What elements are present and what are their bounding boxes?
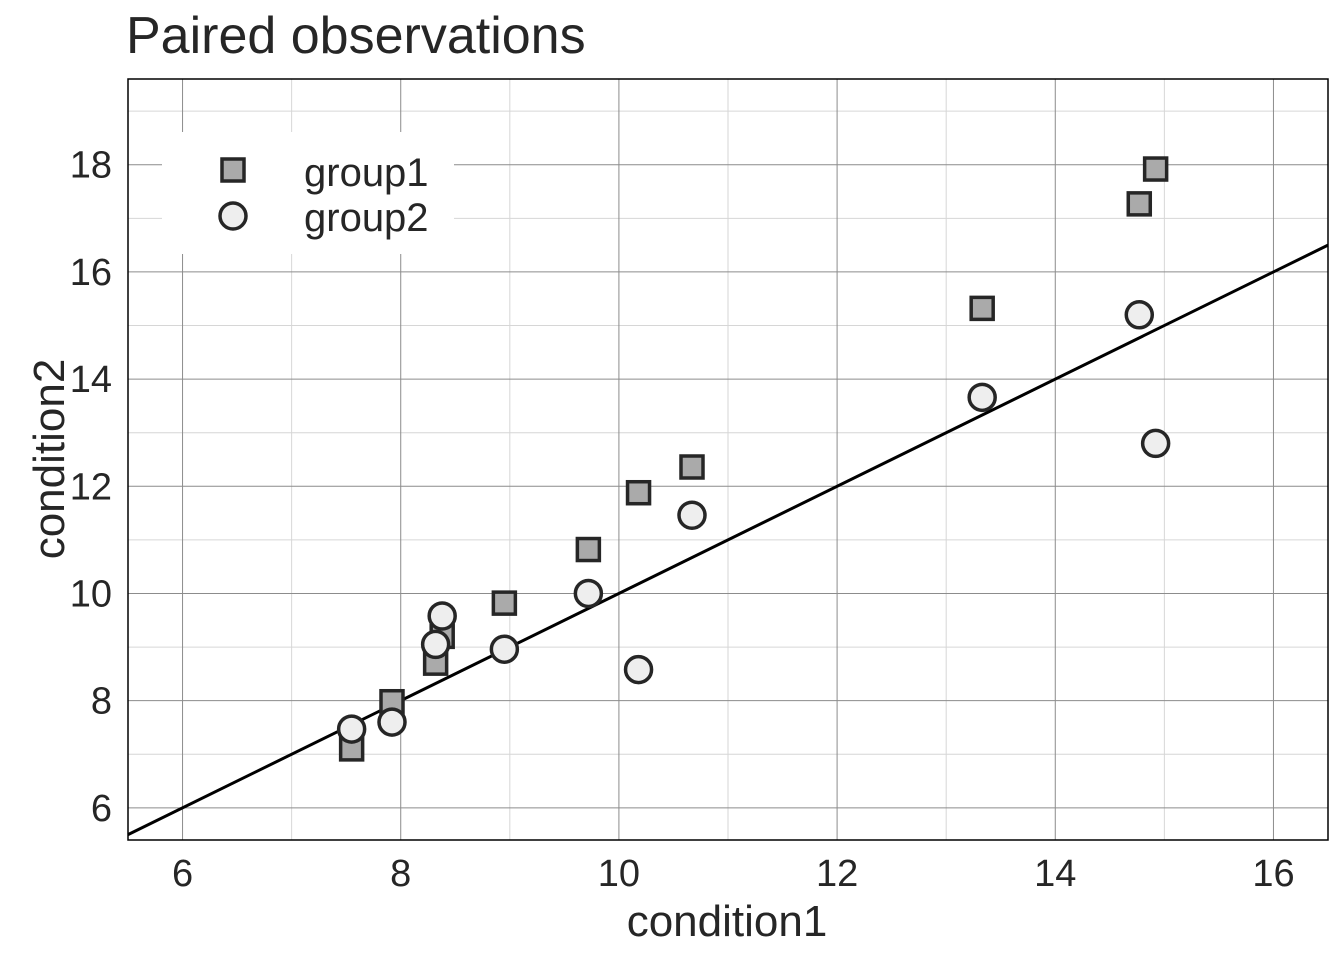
y-axis-ticks: 6 8 10 12 14 16 18 — [70, 145, 112, 830]
data-point-group1 — [679, 454, 705, 480]
y-tick-label: 12 — [70, 466, 112, 508]
data-point-group2 — [573, 578, 604, 609]
y-axis-label: condition2 — [25, 359, 74, 560]
y-tick-label: 18 — [70, 145, 112, 187]
chart-title: Paired observations — [126, 7, 586, 65]
data-point-group1 — [1126, 191, 1153, 217]
legend-marker-group1 — [220, 157, 246, 183]
data-point-group2 — [1124, 300, 1155, 330]
x-tick-label: 16 — [1252, 853, 1294, 895]
x-tick-label: 6 — [172, 853, 193, 895]
y-tick-label: 8 — [91, 681, 112, 723]
identity-line — [127, 243, 1329, 836]
legend-label-group2: group2 — [304, 196, 429, 240]
data-point-group2 — [377, 707, 407, 737]
major-grid — [128, 79, 1328, 840]
legend: group1 group2 — [162, 132, 454, 254]
plot-frame — [127, 78, 1329, 841]
data-point-group1 — [575, 536, 602, 563]
x-tick-label: 12 — [816, 853, 858, 895]
legend-label-group1: group1 — [304, 151, 429, 195]
y-tick-label: 14 — [70, 359, 112, 401]
y-tick-label: 10 — [70, 573, 112, 615]
reference-line — [127, 243, 1329, 836]
minor-grid — [128, 79, 1328, 840]
legend-background — [162, 132, 454, 254]
x-tick-label: 8 — [390, 853, 411, 895]
x-axis-ticks: 6 8 10 12 14 16 — [172, 853, 1295, 895]
data-point-group1 — [625, 479, 652, 506]
data-point-group1 — [1142, 156, 1169, 182]
data-point-group2 — [677, 500, 707, 530]
data-point-group2 — [623, 654, 654, 685]
data-point-group1 — [491, 590, 518, 616]
x-tick-label: 10 — [598, 853, 640, 895]
data-point-group2 — [420, 629, 451, 660]
data-point-group1 — [969, 295, 995, 322]
data-point-group2 — [427, 601, 457, 631]
y-tick-label: 6 — [91, 788, 112, 830]
legend-marker-group2 — [218, 201, 248, 231]
x-axis-label: condition1 — [627, 897, 828, 946]
x-tick-label: 14 — [1034, 853, 1076, 895]
data-point-group2 — [1140, 428, 1171, 459]
data-point-group2 — [967, 382, 997, 413]
y-tick-label: 16 — [70, 252, 112, 294]
data-point-group2 — [489, 634, 520, 664]
data-point-group2 — [336, 714, 367, 744]
data-points — [336, 156, 1171, 762]
